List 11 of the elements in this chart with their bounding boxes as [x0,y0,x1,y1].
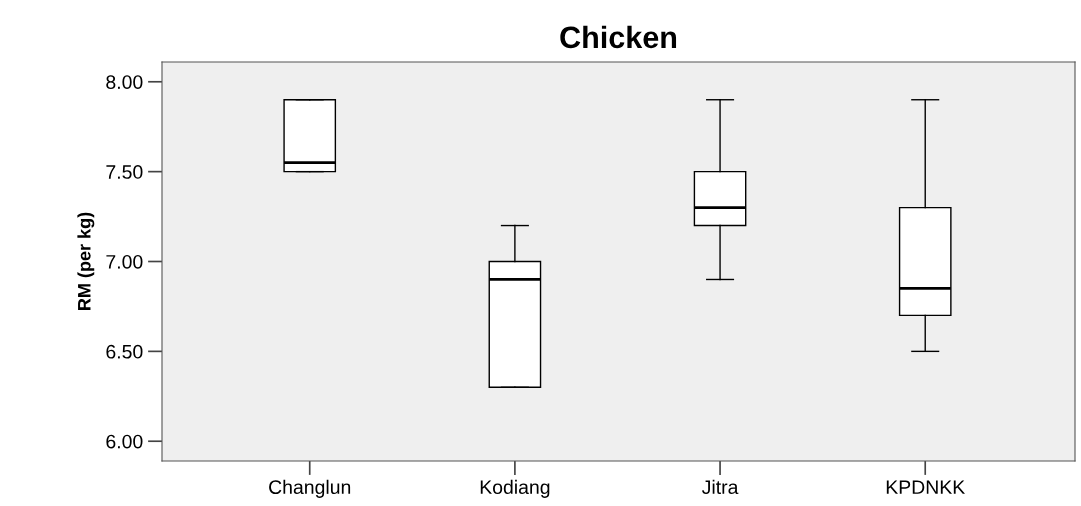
x-tick-label: Changlun [269,479,351,498]
y-tick-label: 6.00 [106,434,143,449]
y-tick-label: 7.50 [106,165,143,179]
y-tick-label: 7.00 [106,254,143,269]
x-tick-label: KPDNKK [886,480,965,494]
x-tick-label: Kodiang [480,479,550,498]
y-axis-title: RM (per kg) [77,212,95,310]
chart-title: Chicken [560,25,677,49]
y-tick-label: 8.00 [106,75,143,90]
x-tick-label: Jitra [702,479,739,495]
y-tick-label: 6.50 [106,344,143,359]
